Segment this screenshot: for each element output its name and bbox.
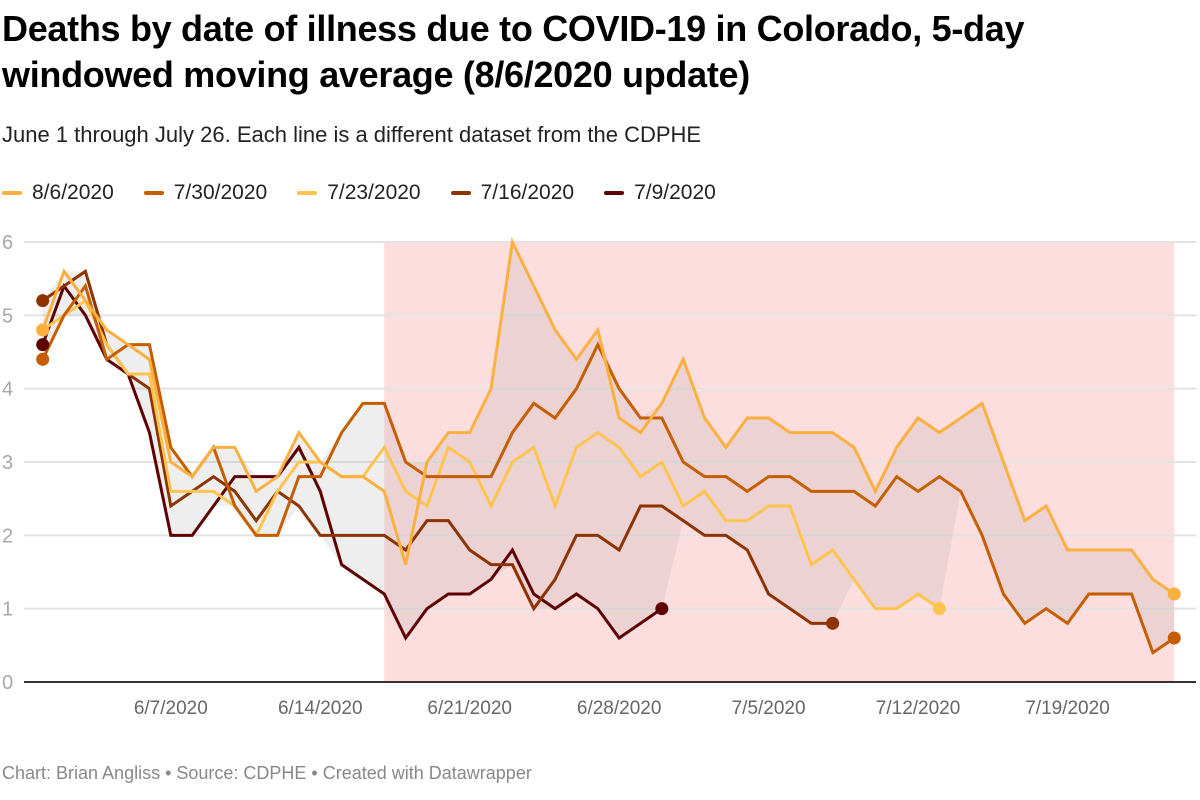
chart-subtitle: June 1 through July 26. Each line is a d… <box>2 122 702 147</box>
y-tick-label: 1 <box>2 599 13 621</box>
x-tick-label: 7/5/2020 <box>732 698 806 719</box>
series-lines <box>41 236 1176 655</box>
legend-label: 7/9/2020 <box>634 181 716 204</box>
x-tick-label: 7/12/2020 <box>876 698 961 719</box>
legend-swatch <box>143 191 164 195</box>
y-tick-label: 0 <box>2 672 13 694</box>
x-axis: 6/7/2020 6/14/2020 6/21/2020 6/28/2020 7/5/2… <box>134 698 1110 719</box>
series-line <box>41 282 663 641</box>
legend-item: 7/30/2020 <box>143 181 268 205</box>
legend-item: 7/16/2020 <box>450 181 575 205</box>
y-tick-label: 2 <box>2 525 13 547</box>
legend-swatch <box>604 191 625 195</box>
legend-label: 8/6/2020 <box>32 181 114 204</box>
chart-title: Deaths by date of illness due to COVID-1… <box>2 8 1025 95</box>
legend-swatch <box>297 191 318 195</box>
y-tick-label: 5 <box>2 305 13 327</box>
legend-swatch <box>450 191 471 195</box>
legend-label: 7/23/2020 <box>327 181 421 204</box>
series-start-dot <box>36 352 50 366</box>
chart-footer: Chart: Brian Angliss • Source: CDPHE • C… <box>2 763 532 783</box>
series-start-dot <box>36 323 50 337</box>
legend-label: 7/16/2020 <box>480 181 575 204</box>
y-tick-label: 4 <box>2 379 13 401</box>
y-axis: 0 1 2 3 4 5 6 <box>2 232 1196 694</box>
legend: 8/6/2020 7/30/2020 7/23/2020 7/16/2020 7… <box>2 181 746 205</box>
range-area <box>42 242 662 638</box>
series-end-dots <box>36 294 1181 645</box>
x-tick-label: 6/21/2020 <box>427 698 512 719</box>
series-line <box>41 298 941 611</box>
legend-item: 8/6/2020 <box>2 181 114 205</box>
range-area <box>832 418 940 624</box>
series-line <box>41 236 1176 596</box>
y-tick-label: 3 <box>2 452 13 474</box>
series-line <box>41 268 833 625</box>
y-tick-label: 6 <box>2 232 13 254</box>
series-end-dot <box>1167 587 1181 601</box>
series-line <box>41 282 1176 655</box>
x-tick-label: 6/14/2020 <box>278 698 363 719</box>
x-tick-label: 6/28/2020 <box>577 698 662 719</box>
legend-item: 7/23/2020 <box>297 181 421 205</box>
legend-item: 7/9/2020 <box>604 181 716 205</box>
legend-label: 7/30/2020 <box>173 181 268 204</box>
series-end-dot <box>932 602 946 616</box>
series-end-dot <box>826 616 840 630</box>
series-start-dot <box>36 338 50 352</box>
series-end-dot <box>655 602 669 616</box>
legend-swatch <box>2 191 22 195</box>
x-tick-label: 6/7/2020 <box>134 698 208 719</box>
series-start-dot <box>36 294 50 308</box>
series-end-dot <box>1167 631 1181 645</box>
x-tick-label: 7/19/2020 <box>1025 698 1110 719</box>
